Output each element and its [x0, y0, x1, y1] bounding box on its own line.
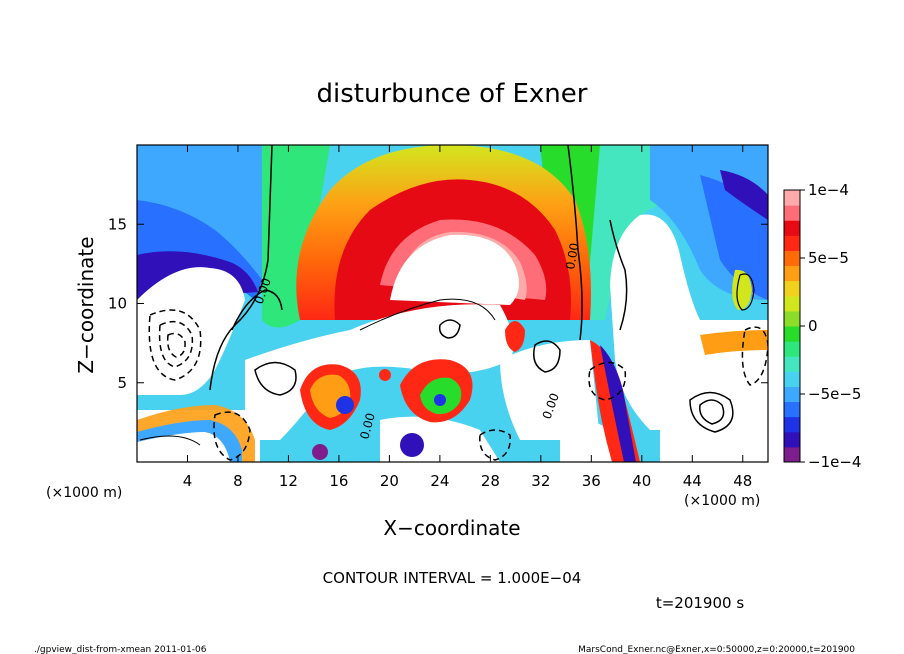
- y-axis-label: Z−coordinate: [74, 236, 98, 373]
- time-label: t=201900 s: [656, 594, 744, 612]
- contour-lines-negative: [148, 309, 768, 461]
- colorbar-tick-label: −1e−4: [808, 453, 861, 471]
- colorbar-segment: [784, 250, 800, 267]
- x-tick-label: 16: [329, 472, 348, 490]
- colorbar-segment: [784, 190, 800, 206]
- colorbar-tick-label: 5e−5: [808, 249, 849, 267]
- x-unit-left: (×1000 m): [46, 485, 122, 501]
- colorbar-segment: [784, 326, 800, 342]
- contour-label: 0.00: [357, 411, 377, 440]
- x-tick-label: 28: [481, 472, 500, 490]
- x-axis: 4 8 12 16 20 24 28 32 36 40 44 48: [183, 145, 752, 490]
- colorbar-segment: [784, 431, 800, 448]
- y-tick-label: 5: [117, 374, 127, 392]
- colorbar-ticks: 1e−4 5e−5 0 −5e−5 −1e−4: [800, 181, 861, 471]
- colorbar-segment: [784, 205, 800, 221]
- y-axis: 5 10 15: [108, 215, 768, 392]
- contour-label-group: 0.00 0.00 0.00 0.00: [252, 242, 582, 441]
- colorbar-tick-label: 0: [808, 317, 818, 335]
- x-tick-label: 4: [183, 472, 193, 490]
- footer-right: MarsCond_Exner.nc@Exner,x=0:50000,z=0:20…: [578, 645, 855, 654]
- footer-left: ./gpview_dist-from-xmean 2011-01-06: [34, 645, 207, 654]
- y-tick-label: 15: [108, 215, 127, 233]
- contour-interval: CONTOUR INTERVAL = 1.000E−04: [323, 569, 582, 587]
- colorbar-segment: [784, 416, 800, 433]
- x-tick-label: 24: [430, 472, 449, 490]
- x-unit-right: (×1000 m): [684, 493, 760, 509]
- colorbar-segment: [784, 235, 800, 251]
- colorbar-segment: [784, 446, 800, 463]
- x-tick-label: 8: [233, 472, 243, 490]
- heatmap-field: [137, 145, 768, 462]
- x-tick-label: 32: [531, 472, 550, 490]
- colorbar-segment: [784, 356, 800, 372]
- colorbar-segment: [784, 341, 800, 357]
- colorbar-segment: [784, 401, 800, 418]
- contour-label: 0.00: [563, 242, 581, 271]
- x-tick-label: 40: [632, 472, 651, 490]
- x-tick-label: 20: [380, 472, 399, 490]
- colorbar-segment: [784, 295, 800, 312]
- x-tick-label: 12: [279, 472, 298, 490]
- colorbar-segment: [784, 371, 800, 387]
- colorbar-segment: [784, 386, 800, 403]
- colorbar-segment: [784, 280, 800, 297]
- colorbar-segment: [784, 310, 800, 327]
- x-axis-label: X−coordinate: [383, 516, 520, 540]
- chart-title: disturbunce of Exner: [317, 79, 588, 109]
- colorbar-tick-label: −5e−5: [808, 385, 861, 403]
- x-tick-label: 44: [683, 472, 702, 490]
- contour-lines: [139, 145, 755, 446]
- colorbar-segment: [784, 220, 800, 236]
- x-tick-label: 48: [733, 472, 752, 490]
- colorbar-tick-label: 1e−4: [808, 181, 849, 199]
- x-tick-label: 36: [582, 472, 601, 490]
- colorbar-segment: [784, 265, 800, 282]
- y-tick-label: 10: [108, 295, 127, 313]
- colorbar: [784, 190, 800, 463]
